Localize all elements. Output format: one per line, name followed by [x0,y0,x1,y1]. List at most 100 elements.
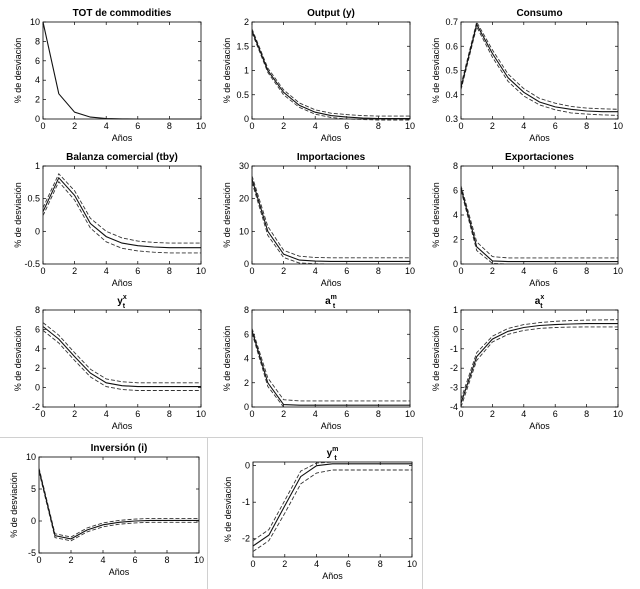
x-tick-label: 6 [346,559,351,569]
chart-panel-5: 0 2 4 6 8 10 0 10 20 30 Importaciones Años % de desv… [222,152,415,288]
y-tick-label: 0.6 [445,41,458,51]
chart-title: Inversión (i) [91,443,148,454]
chart-title: Balanza comercial (tby) [66,152,178,163]
y-axis-label: % de desviación [222,182,232,248]
y-tick-label: 1.5 [236,41,249,51]
x-tick-label: 8 [584,409,589,419]
x-tick-label: 6 [135,409,140,419]
x-tick-label: 4 [521,266,526,276]
y-tick-label: 0.4 [445,90,458,100]
y-tick-label: 2 [244,378,249,388]
y-tick-label: 8 [244,305,249,315]
upper-band-line [460,319,619,400]
x-tick-label: 10 [405,409,415,419]
upper-band-line [42,173,201,244]
upper-band-line [38,467,199,538]
y-tick-label: 2 [244,17,249,27]
x-tick-label: 6 [553,121,558,131]
lower-band-line [38,471,199,542]
x-tick-label: 8 [376,121,381,131]
upper-band-line [42,322,201,384]
y-tick-label: 10 [26,452,36,462]
y-tick-label: -2 [242,534,250,544]
lower-band-line [460,25,619,116]
y-tick-label: 8 [35,36,40,46]
x-tick-label: 4 [104,266,109,276]
x-tick-label: 6 [344,121,349,131]
x-tick-label: 0 [249,266,254,276]
chart-title: Exportaciones [505,152,574,163]
x-tick-label: 0 [458,409,463,419]
x-axis-label: Años [109,567,130,577]
chart-title: yx t [117,294,127,310]
x-tick-label: 2 [281,121,286,131]
panel-divider-bottom-left-right [207,437,208,589]
x-tick-label: 10 [407,559,417,569]
plot-area [251,165,411,265]
x-axis-label: Años [529,421,550,431]
plot-area [42,21,202,120]
chart-panel-2: 0 2 4 6 8 10 0 0.5 1 1.5 2 Output (y) Años % de desvi… [222,8,415,143]
impulse-response-line [460,323,618,404]
x-tick-label: 10 [613,266,623,276]
y-tick-label: 8 [35,305,40,315]
x-tick-label: 0 [249,409,254,419]
x-tick-label: 4 [313,121,318,131]
x-axis-label: Años [112,421,133,431]
x-tick-label: 2 [490,266,495,276]
y-tick-label: 4 [453,210,458,220]
x-tick-label: 2 [72,409,77,419]
x-tick-label: 6 [135,121,140,131]
chart-title: am t [325,294,337,310]
y-tick-label: 0.5 [27,194,40,204]
y-tick-label: 0.7 [445,17,458,27]
x-tick-label: 10 [613,121,623,131]
x-axis-label: Años [321,421,342,431]
x-tick-label: 8 [376,266,381,276]
y-tick-label: 6 [453,186,458,196]
plot-area [251,21,411,120]
lower-band-line [460,326,618,408]
x-tick-label: 8 [167,266,172,276]
chart-title: Output (y) [307,8,355,19]
x-tick-label: 8 [167,409,172,419]
y-tick-label: -2 [450,363,458,373]
chart-title: Importaciones [297,152,366,163]
impulse-response-line [460,22,618,113]
upper-band-line [251,28,410,117]
x-tick-label: 10 [196,409,206,419]
panel-divider-bottom-right-right [422,437,423,589]
x-tick-label: 8 [167,121,172,131]
x-tick-label: 2 [72,266,77,276]
x-tick-label: 4 [314,559,319,569]
x-tick-label: 8 [584,121,589,131]
y-axis-label: % de desviación [222,326,232,392]
plot-area [460,165,619,265]
impulse-response-line [42,176,201,249]
upper-band-line [460,20,619,110]
y-axis-label: % de desviación [13,182,23,248]
y-tick-label: 0 [35,114,40,124]
impulse-response-line [42,21,201,120]
impulse-response-line [38,469,199,540]
impulse-response-line [42,326,201,388]
y-axis-label: % de desviación [13,38,23,104]
x-tick-label: 0 [249,121,254,131]
x-tick-label: 8 [164,555,169,565]
x-tick-label: 6 [135,266,140,276]
y-axis-label: % de desviación [431,38,441,104]
x-tick-label: 0 [40,409,45,419]
x-tick-label: 8 [376,409,381,419]
x-tick-label: 4 [104,409,109,419]
upper-band-line [460,185,618,259]
lower-band-line [251,32,410,121]
x-axis-label: Años [112,278,133,288]
y-tick-label: 4 [35,344,40,354]
y-tick-label: -5 [28,548,36,558]
x-axis-label: Años [321,133,342,143]
y-tick-label: 2 [35,95,40,105]
plot-area [38,456,200,554]
chart-panel-11: 0 2 4 6 8 10 -2 -1 0 ym t Años % de desviación [223,446,417,581]
